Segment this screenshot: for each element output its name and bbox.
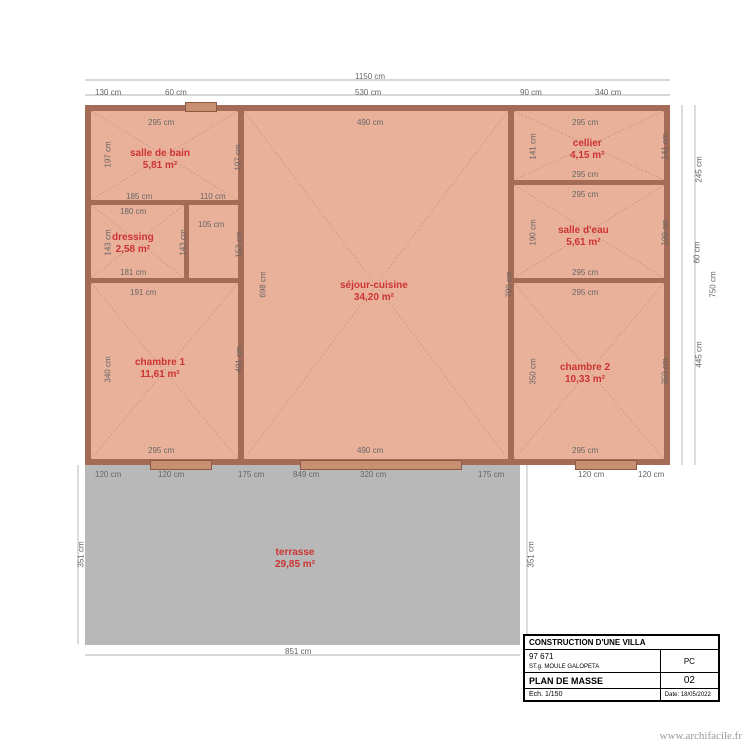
dim-dr-h: 143 cm [104, 229, 113, 255]
dim-top-door: 90 cm [520, 88, 542, 97]
dim-b-120a: 120 cm [95, 470, 121, 479]
sde-area: 5,61 m² [566, 237, 600, 248]
dim-top-right: 340 cm [595, 88, 621, 97]
dim-top-left: 130 cm [95, 88, 121, 97]
label-sde: salle d'eau 5,61 m² [558, 225, 609, 249]
dim-sdb-h2: 197 cm [234, 144, 243, 170]
dim-cel-w2: 295 cm [572, 170, 598, 179]
tb-num: 02 [660, 673, 718, 689]
dim-ter-h2: 351 cm [527, 541, 536, 567]
dim-ch1-h: 340 cm [104, 356, 113, 382]
dim-cel-h: 141 cm [529, 133, 538, 159]
dim-ch2-wb: 295 cm [572, 446, 598, 455]
dim-dr-w: 181 cm [120, 268, 146, 277]
dim-sej-wb: 490 cm [357, 446, 383, 455]
label-terrasse: terrasse 29,85 m² [275, 547, 315, 571]
sej-area: 34,20 m² [354, 292, 394, 303]
label-dressing: dressing 2,58 m² [112, 232, 154, 256]
sde-name: salle d'eau [558, 225, 609, 236]
dim-b-175b: 175 cm [478, 470, 504, 479]
label-ch2: chambre 2 10,33 m² [560, 362, 610, 386]
dim-sdb-h: 197 cm [104, 141, 113, 167]
dim-sde-h: 190 cm [529, 219, 538, 245]
dim-ch1-191: 191 cm [130, 288, 156, 297]
label-ch1: chambre 1 11,61 m² [135, 357, 185, 381]
dim-sej-h2: 700 cm [505, 271, 514, 297]
sdb-area: 5,81 m² [143, 160, 177, 171]
dim-sdb-w: 295 cm [148, 118, 174, 127]
dim-top-mid: 530 cm [355, 88, 381, 97]
ch2-area: 10,33 m² [565, 374, 605, 385]
tb-title: PLAN DE MASSE [525, 673, 661, 689]
dim-dr-h2: 143 cm [179, 229, 188, 255]
door-sejour [300, 460, 462, 470]
wall-h-cel [514, 180, 664, 185]
dr-area: 2,58 m² [116, 244, 150, 255]
dim-cel-h2: 141 cm [661, 133, 670, 159]
dim-ch2-w: 295 cm [572, 288, 598, 297]
tb-l2b: ST.g. MOULE GALOPETA [529, 664, 599, 670]
cel-name: cellier [573, 138, 602, 149]
wall-h-sde [514, 278, 664, 283]
dim-right-top: 245 cm [695, 156, 704, 182]
dim-sdb-w2: 185 cm [126, 192, 152, 201]
ter-area: 29,85 m² [275, 559, 315, 570]
dim-sej-h: 698 cm [259, 271, 268, 297]
win-ch2 [575, 460, 637, 470]
dim-b-120c: 120 cm [578, 470, 604, 479]
label-sdb: salle de bain 5,81 m² [130, 148, 190, 172]
dim-right-total: 750 cm [709, 271, 718, 297]
dim-ter-w: 851 cm [285, 647, 311, 656]
dim-dr-180: 180 cm [120, 207, 146, 216]
dim-sdb110: 110 cm [200, 192, 226, 201]
dim-right-60: 60 cm [692, 242, 701, 264]
dim-ch2-h: 350 cm [529, 358, 538, 384]
dim-sde-h2: 190 cm [661, 219, 670, 245]
dim-dr-105: 105 cm [198, 220, 224, 229]
ch1-area: 11,61 m² [140, 369, 179, 380]
dim-ch1-491: 491 cm [235, 346, 244, 372]
tb-l2a: 97 671 [529, 652, 553, 661]
dim-sde-w: 295 cm [572, 190, 598, 199]
dim-dr-153: 153 cm [235, 231, 244, 257]
win-ch1 [150, 460, 212, 470]
tb-pc: PC [660, 650, 718, 673]
dim-ter-h: 351 cm [77, 541, 86, 567]
title-block: CONSTRUCTION D'UNE VILLA 97 671 ST.g. MO… [523, 634, 720, 702]
watermark: www.archifacile.fr [660, 730, 742, 742]
dim-sej-w: 490 cm [357, 118, 383, 127]
dim-b-320: 320 cm [360, 470, 386, 479]
dim-cel-w: 295 cm [572, 118, 598, 127]
dim-b-120b: 120 cm [158, 470, 184, 479]
dim-ch1-w: 295 cm [148, 446, 174, 455]
cel-area: 4,15 m² [570, 150, 604, 161]
tb-ech: Ech. 1/150 [525, 689, 661, 701]
dim-ch2-h2: 350 cm [661, 358, 670, 384]
wall-h-dr [91, 278, 238, 283]
sdb-name: salle de bain [130, 148, 190, 159]
dim-right-bot: 445 cm [695, 341, 704, 367]
dim-b-120d: 120 cm [638, 470, 664, 479]
label-cellier: cellier 4,15 m² [570, 138, 604, 162]
tb-date: Date: 18/05/2022 [660, 689, 718, 701]
dim-top-total: 1150 cm [355, 72, 385, 81]
dim-b-175: 175 cm [238, 470, 264, 479]
ch2-name: chambre 2 [560, 362, 610, 373]
dim-sde-wb: 295 cm [572, 268, 598, 277]
ch1-name: chambre 1 [135, 357, 185, 368]
floor-plan-canvas: salle de bain 5,81 m² dressing 2,58 m² c… [0, 0, 750, 750]
sej-name: séjour-cuisine [340, 280, 408, 291]
dim-top-60: 60 cm [165, 88, 187, 97]
dr-name: dressing [112, 232, 154, 243]
tb-l1: CONSTRUCTION D'UNE VILLA [525, 636, 719, 650]
dim-b-849: 849 cm [293, 470, 319, 479]
label-sejour: séjour-cuisine 34,20 m² [340, 280, 408, 304]
door-top [185, 102, 217, 112]
ter-name: terrasse [276, 547, 315, 558]
